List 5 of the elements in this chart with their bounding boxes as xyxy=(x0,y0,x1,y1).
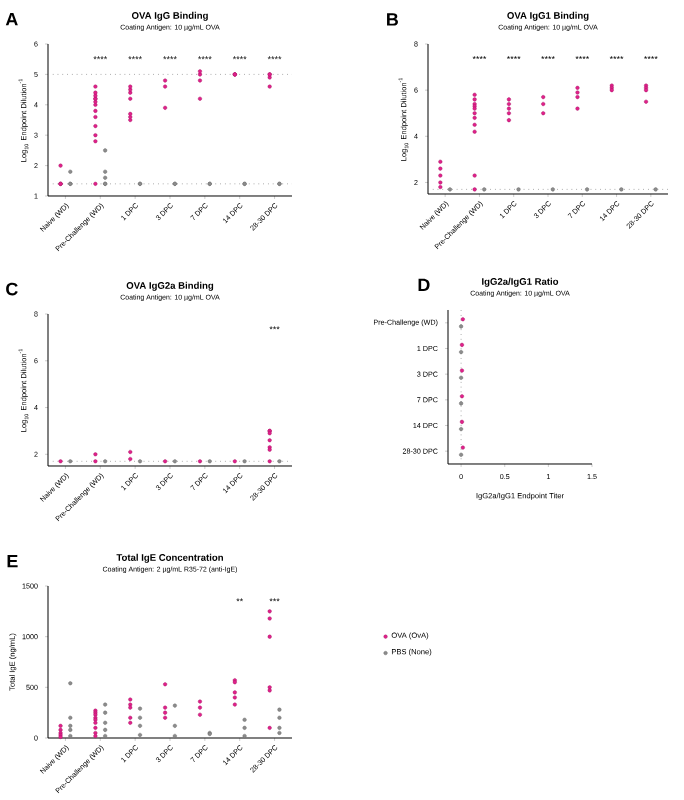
text: E xyxy=(7,555,18,568)
text: C xyxy=(6,282,18,296)
text: D xyxy=(418,278,430,292)
text: A xyxy=(5,13,18,26)
text: B xyxy=(387,13,398,26)
